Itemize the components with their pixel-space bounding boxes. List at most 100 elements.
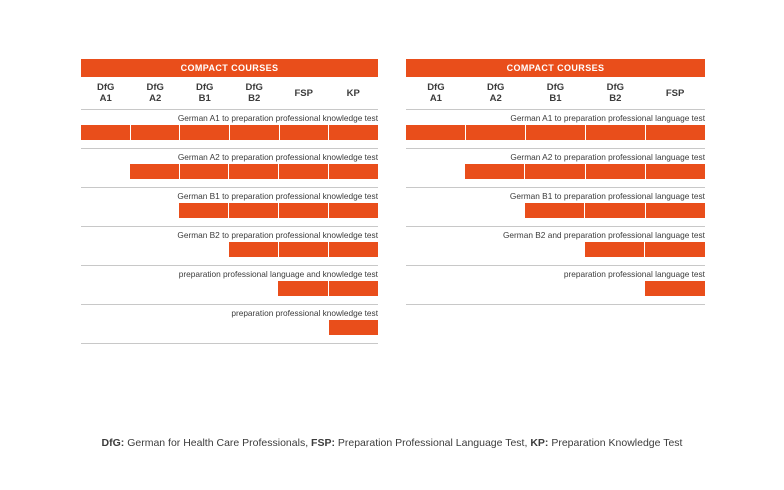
course-segment-empty [279, 320, 329, 335]
course-label: preparation professional language test [563, 269, 705, 279]
course-row: preparation professional knowledge test [81, 305, 378, 344]
course-bar [406, 281, 705, 296]
course-segment-active [584, 242, 646, 257]
course-segment-active [645, 164, 706, 179]
course-segment-active [645, 281, 705, 296]
course-segment-active [585, 203, 646, 218]
column-header-row: DfG A1 DfG A2 DfG B1 DfG B2 FSP KP [81, 77, 378, 110]
course-segment-empty [81, 281, 130, 296]
course-segment-active [229, 164, 280, 179]
course-segment-active [329, 164, 378, 179]
course-segment-active [466, 125, 526, 140]
course-row: preparation professional language test [406, 266, 705, 305]
course-label: German B2 and preparation professional l… [502, 230, 705, 240]
course-segment-active [328, 320, 378, 335]
course-label: preparation professional language and kn… [178, 269, 378, 279]
course-row: German B1 to preparation professional kn… [81, 188, 378, 227]
course-segment-active [179, 203, 229, 218]
course-row: German A2 to preparation professional la… [406, 149, 706, 188]
course-label: German A2 to preparation professional kn… [177, 152, 378, 162]
course-label: German A2 to preparation professional la… [510, 152, 705, 162]
column-fsp: FSP [294, 87, 313, 99]
panel-header: COMPACT COURSES [81, 59, 378, 77]
course-label: German B1 to preparation professional kn… [177, 191, 378, 201]
course-bar [81, 164, 378, 179]
course-segment-empty [526, 281, 586, 296]
panel-knowledge-test: COMPACT COURSES DfG A1 DfG A2 DfG B1 DfG… [81, 59, 379, 344]
course-label: German A1 to preparation professional kn… [177, 113, 378, 123]
column-dfg-a2: DfG A2 [146, 82, 164, 104]
course-segment-empty [465, 203, 524, 218]
footnote-abbr-fsp: FSP: [311, 437, 335, 449]
course-segment-active [586, 125, 646, 140]
course-segment-empty [229, 281, 278, 296]
course-segment-active [525, 164, 586, 179]
course-bar [81, 320, 378, 335]
course-segment-active [526, 125, 586, 140]
course-bar [406, 125, 705, 140]
course-label: preparation professional knowledge test [231, 308, 378, 318]
course-segment-active [329, 125, 379, 140]
course-row: preparation professional language and kn… [81, 266, 378, 305]
course-segment-active [645, 242, 705, 257]
column-kp: KP [346, 87, 360, 99]
course-segment-empty [406, 164, 465, 179]
column-fsp: FSP [665, 87, 685, 99]
column-dfg-a1: DfG A1 [427, 82, 445, 104]
footnote-text-fsp: Preparation Professional Language Test, [334, 437, 531, 449]
legend-footnote: DfG: German for Health Care Professional… [0, 437, 784, 449]
course-bar [406, 242, 705, 257]
course-segment-empty [230, 320, 280, 335]
course-segment-empty [406, 203, 465, 218]
course-bar [81, 203, 378, 218]
column-dfg-b1: DfG B1 [546, 82, 565, 104]
column-dfg-b2: DfG B2 [606, 82, 624, 104]
course-segment-active [328, 281, 378, 296]
course-segment-active [279, 203, 329, 218]
course-segment-empty [180, 281, 229, 296]
course-segment-empty [81, 164, 130, 179]
course-segment-empty [81, 320, 131, 335]
course-segment-active [329, 203, 378, 218]
course-segment-empty [525, 242, 585, 257]
course-segment-empty [130, 203, 179, 218]
course-segment-active [230, 125, 280, 140]
course-segment-empty [81, 203, 130, 218]
course-segment-active [406, 125, 466, 140]
panel-language-test: COMPACT COURSES DfG A1 DfG A2 DfG B1 DfG… [406, 59, 706, 305]
column-dfg-b1: DfG B1 [196, 82, 214, 104]
footnote-abbr-kp: KP: [530, 437, 549, 449]
footnote-abbr-dfg: DfG: [101, 437, 125, 449]
course-row: German B1 to preparation professional la… [406, 188, 706, 227]
course-row: German B2 and preparation professional l… [406, 227, 705, 266]
course-segment-active [645, 203, 706, 218]
course-segment-active [180, 125, 231, 140]
course-segment-active [179, 164, 230, 179]
course-segment-active [81, 125, 131, 140]
course-segment-empty [585, 281, 645, 296]
course-bar [406, 203, 706, 218]
course-segment-active [465, 164, 526, 179]
course-segment-active [279, 164, 330, 179]
course-segment-empty [179, 242, 228, 257]
course-segment-empty [130, 281, 179, 296]
course-bar [406, 164, 706, 179]
course-bar [81, 281, 378, 296]
column-dfg-a2: DfG A2 [486, 82, 505, 104]
course-segment-empty [131, 320, 181, 335]
course-label: German A1 to preparation professional la… [510, 113, 705, 123]
course-bar [81, 242, 379, 257]
course-segment-active [524, 203, 586, 218]
course-segment-active [228, 242, 279, 257]
course-segment-active [130, 125, 181, 140]
course-segment-active [229, 203, 279, 218]
column-dfg-b2: DfG B2 [245, 82, 263, 104]
footnote-text-kp: Preparation Knowledge Test [548, 437, 683, 449]
panel-header: COMPACT COURSES [406, 59, 705, 77]
course-segment-empty [466, 281, 526, 296]
course-label: German B1 to preparation professional la… [509, 191, 705, 201]
course-segment-empty [406, 242, 466, 257]
course-segment-empty [81, 242, 130, 257]
course-segment-empty [130, 242, 179, 257]
course-segment-active [278, 242, 329, 257]
